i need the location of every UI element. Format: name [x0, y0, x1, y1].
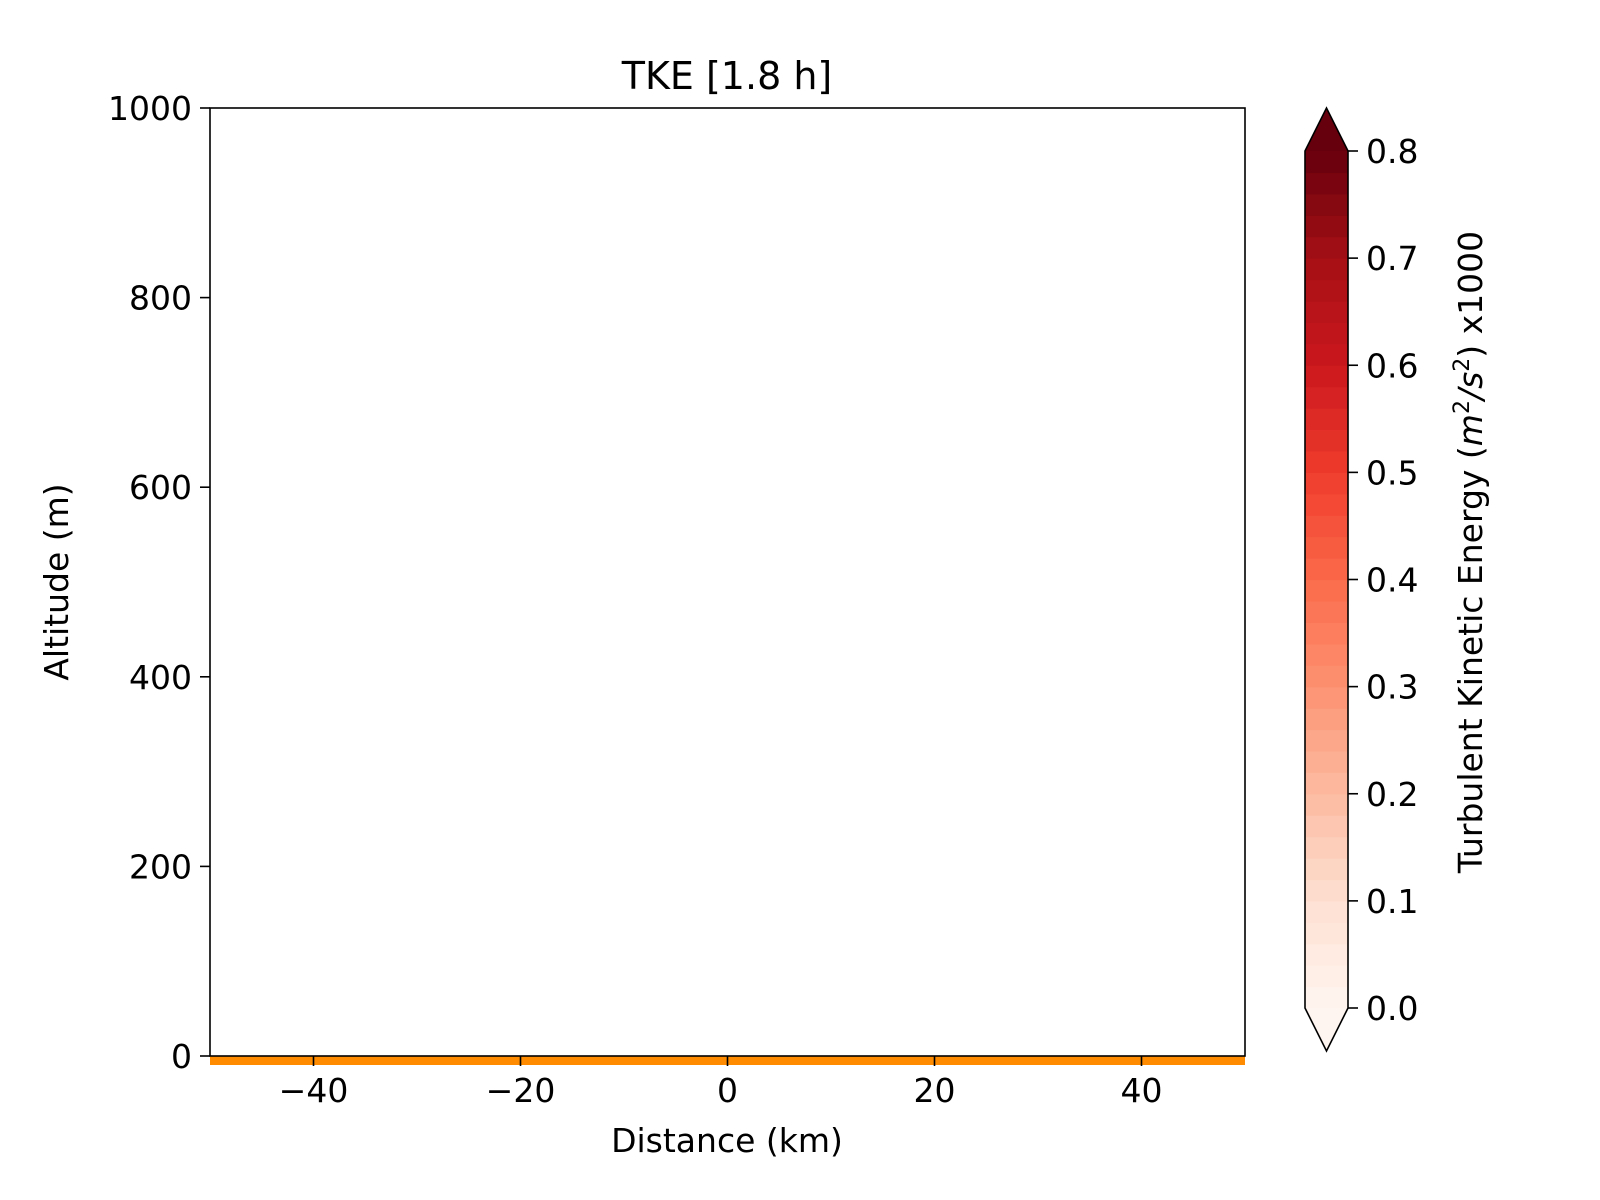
y-tick-label: 400: [129, 658, 192, 697]
colorbar-tick-label: 0.6: [1366, 346, 1418, 385]
colorbar-label-m-exp: 2: [1450, 400, 1475, 414]
colorbar-tick-label: 0.0: [1366, 989, 1418, 1028]
y-tick-label: 1000: [108, 89, 192, 128]
colorbar-level: [1305, 750, 1348, 773]
colorbar-tick-label: 0.4: [1366, 561, 1418, 600]
colorbar-level: [1305, 772, 1348, 795]
colorbar-level: [1305, 322, 1348, 345]
colorbar-level: [1305, 836, 1348, 859]
colorbar-level: [1305, 879, 1348, 902]
colorbar-level: [1305, 729, 1348, 752]
colorbar-label-end: ) x1000: [1451, 231, 1490, 358]
colorbar-level: [1305, 429, 1348, 452]
y-axis: 0 200 400 600 800 1000: [108, 89, 210, 1076]
colorbar-level: [1305, 922, 1348, 945]
x-tick-label: 40: [1121, 1071, 1163, 1110]
colorbar-level: [1305, 643, 1348, 666]
colorbar-level: [1305, 686, 1348, 709]
chart-title: TKE [1.8 h]: [621, 54, 832, 98]
plot-background: [210, 108, 1245, 1056]
colorbar-level: [1305, 193, 1348, 216]
colorbar-tick-label: 0.8: [1366, 132, 1418, 171]
y-tick-label: 200: [129, 847, 192, 886]
colorbar-level: [1305, 986, 1348, 1009]
colorbar-level: [1305, 386, 1348, 409]
colorbar-level: [1305, 943, 1348, 966]
y-tick-label: 600: [129, 468, 192, 507]
colorbar-level: [1305, 708, 1348, 731]
colorbar-level: [1305, 579, 1348, 602]
colorbar-extend-min: [1305, 1008, 1348, 1051]
colorbar-level: [1305, 793, 1348, 816]
colorbar-tick-label: 0.5: [1366, 453, 1418, 492]
y-axis-label: Altitude (m): [37, 483, 76, 680]
colorbar-label-s-exp: 2: [1450, 358, 1475, 372]
colorbar-level: [1305, 558, 1348, 581]
colorbar: 0.0 0.1 0.2 0.3 0.4 0.5 0.6 0.7 0.8: [1304, 106, 1418, 1053]
colorbar-label-slash: /: [1451, 385, 1490, 403]
colorbar-level: [1305, 151, 1348, 174]
colorbar-level: [1305, 900, 1348, 923]
colorbar-level: [1305, 408, 1348, 431]
colorbar-tick-label: 0.1: [1366, 882, 1418, 921]
x-tick-label: 20: [914, 1071, 956, 1110]
x-tick-label: −40: [279, 1071, 349, 1110]
colorbar-label-s: s: [1451, 372, 1490, 389]
colorbar-level: [1305, 665, 1348, 688]
colorbar-level: [1305, 858, 1348, 881]
colorbar-level: [1305, 965, 1348, 988]
colorbar-level: [1305, 536, 1348, 559]
colorbar-level: [1305, 472, 1348, 495]
colorbar-level: [1305, 365, 1348, 388]
colorbar-level: [1305, 172, 1348, 195]
colorbar-level: [1305, 279, 1348, 302]
colorbar-tick-label: 0.2: [1366, 775, 1418, 814]
colorbar-label-m: m: [1451, 414, 1490, 446]
colorbar-level: [1305, 450, 1348, 473]
plot-area: [209, 107, 1246, 1065]
colorbar-level: [1305, 515, 1348, 538]
colorbar-tick-label: 0.7: [1366, 239, 1418, 278]
colorbar-label-main: Turbulent Kinetic Energy (: [1451, 446, 1490, 874]
y-tick-label: 800: [129, 279, 192, 318]
x-tick-label: 0: [717, 1071, 738, 1110]
colorbar-level: [1305, 236, 1348, 259]
colorbar-extend-max: [1305, 108, 1348, 151]
colorbar-level: [1305, 815, 1348, 838]
colorbar-level: [1305, 215, 1348, 238]
colorbar-label: Turbulent Kinetic Energy (m2/s2) x1000: [1450, 231, 1490, 874]
x-axis-label: Distance (km): [611, 1121, 843, 1160]
colorbar-level: [1305, 622, 1348, 645]
colorbar-level: [1305, 343, 1348, 366]
colorbar-level: [1305, 600, 1348, 623]
colorbar-level: [1305, 300, 1348, 323]
colorbar-tick-label: 0.3: [1366, 668, 1418, 707]
x-axis: −40 −20 0 20 40: [279, 1056, 1163, 1110]
colorbar-level: [1305, 258, 1348, 281]
colorbar-level: [1305, 493, 1348, 516]
y-tick-label: 0: [171, 1037, 192, 1076]
x-tick-label: −20: [486, 1071, 556, 1110]
